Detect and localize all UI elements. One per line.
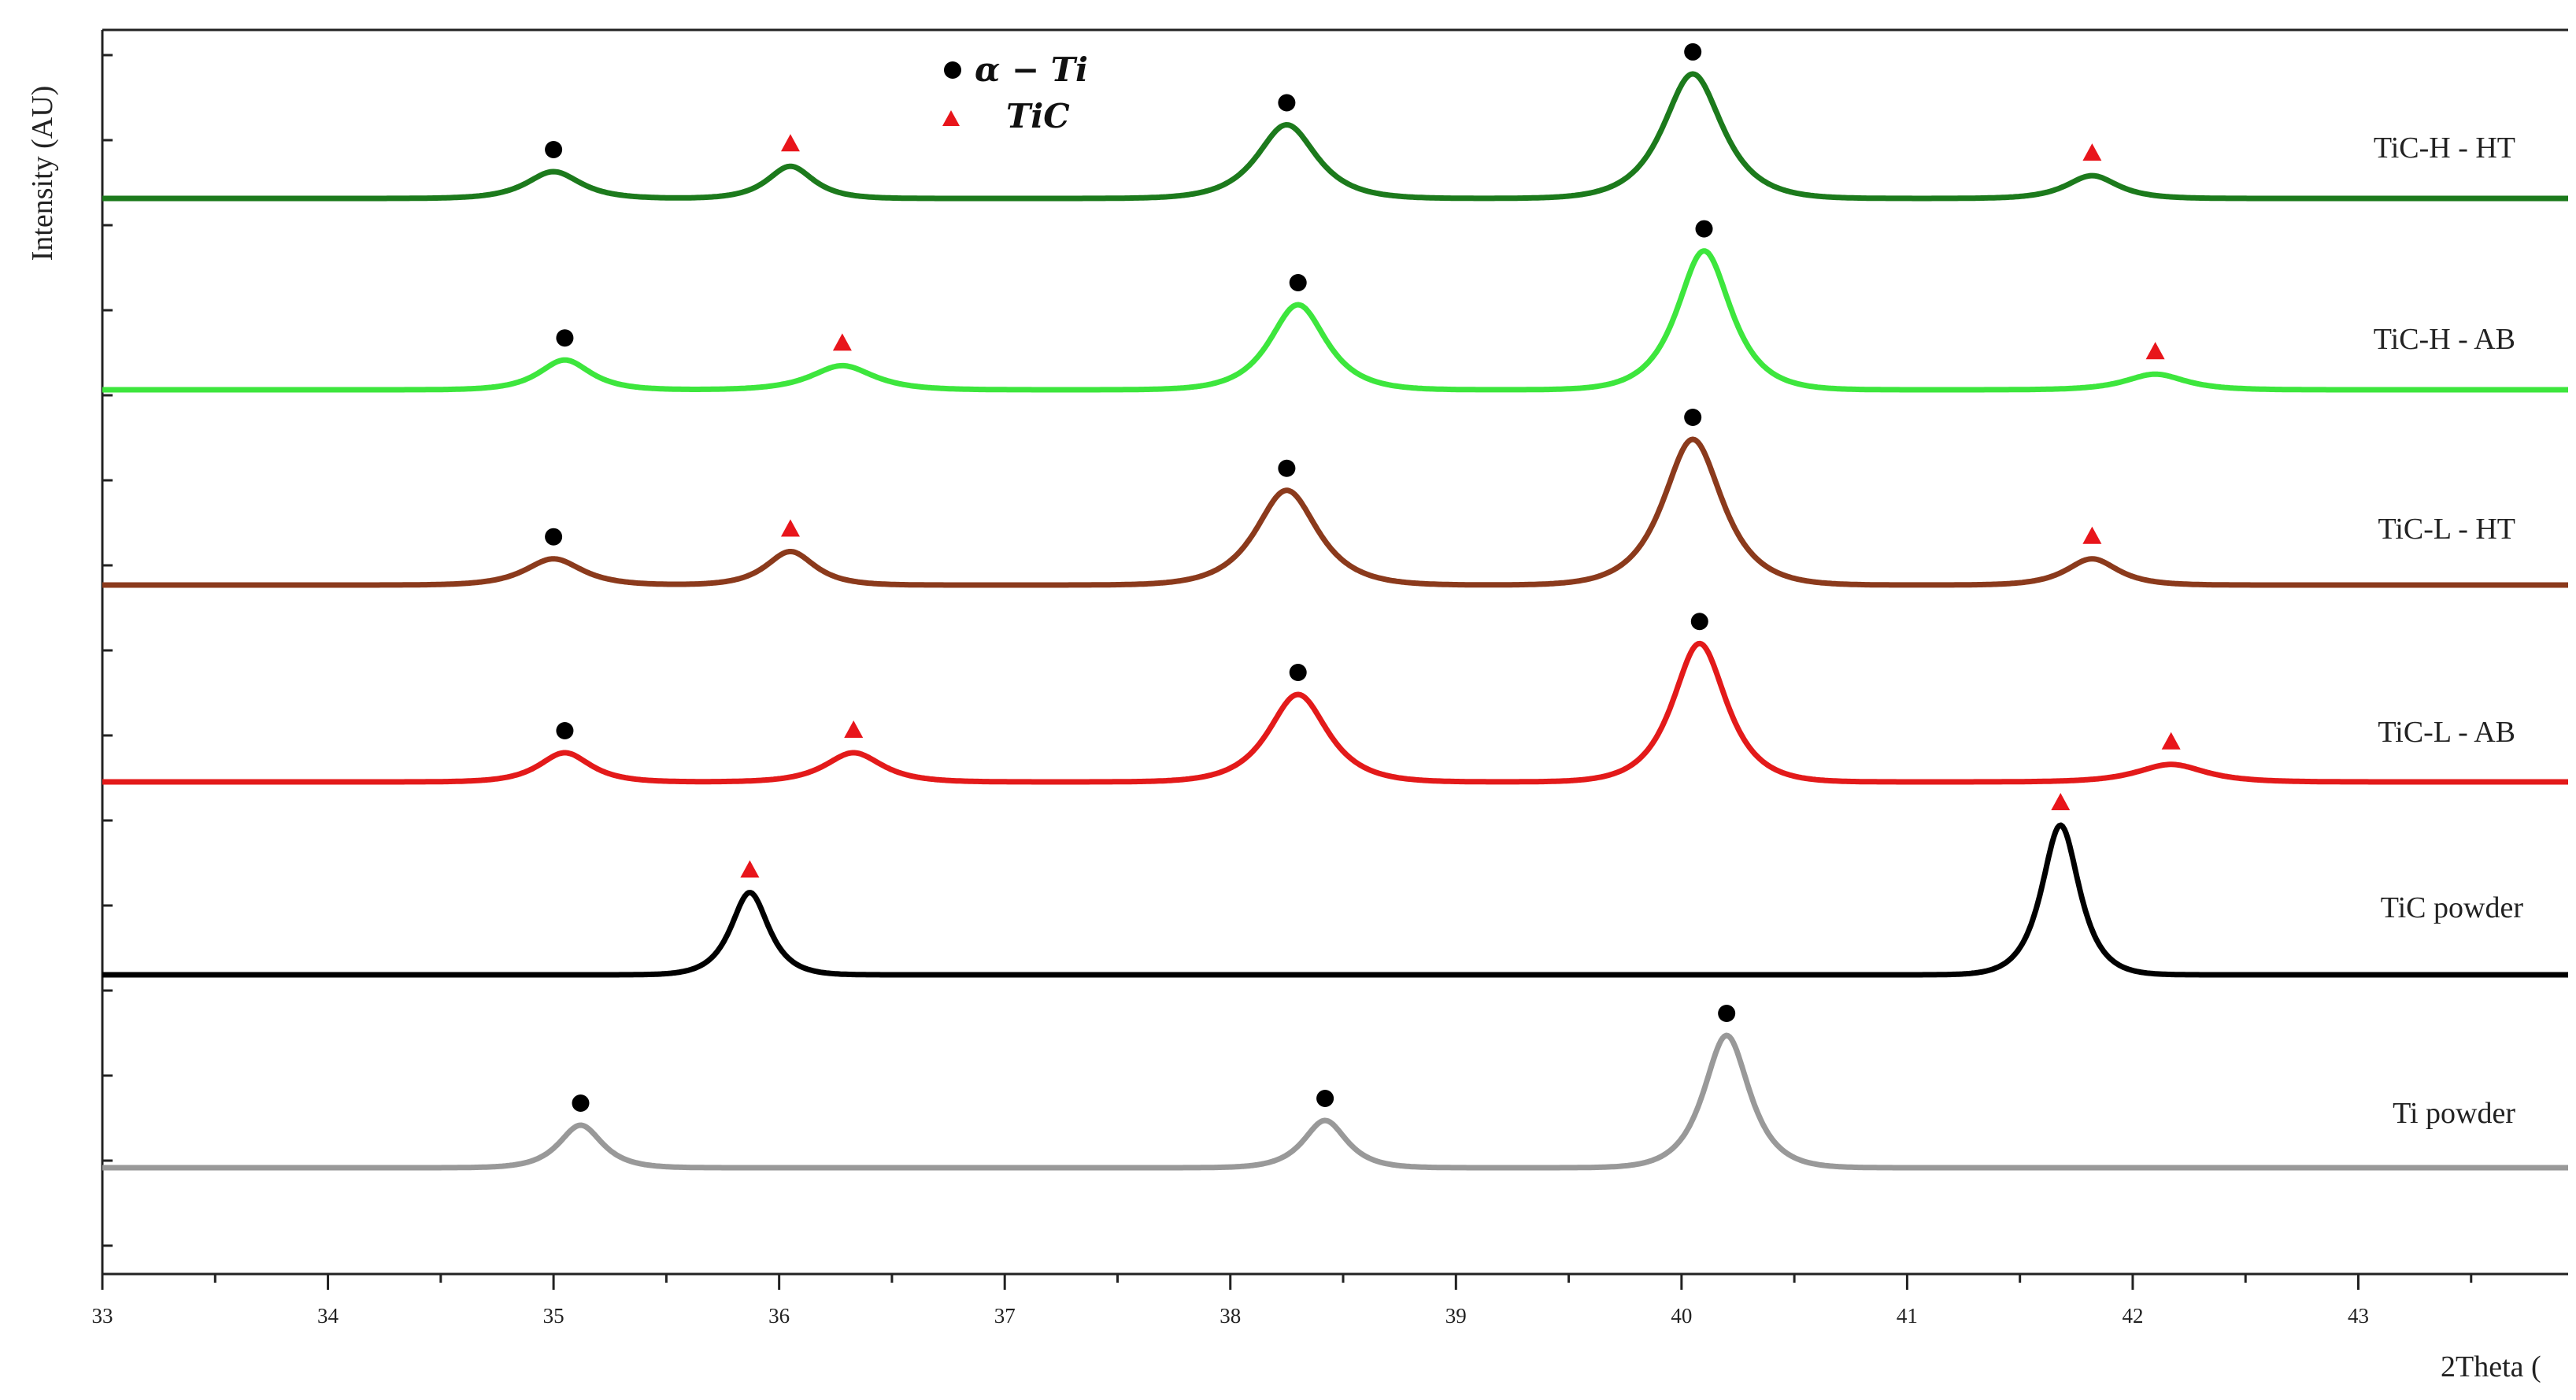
series-line: [101, 822, 2570, 978]
legend-triangle-marker: [942, 110, 960, 126]
series-label: TiC-H - HT: [2374, 131, 2515, 165]
x-axis-title: 2Theta (: [2441, 1350, 2541, 1383]
x-tick-label: 38: [1220, 1304, 1241, 1328]
alpha-ti-marker: [1684, 43, 1702, 61]
alpha-ti-marker: [572, 1094, 590, 1112]
series-line: [101, 1032, 2570, 1171]
legend-label-alpha-ti: α − Ti: [975, 50, 1088, 89]
x-tick-label: 43: [2348, 1304, 2369, 1328]
series-line: [101, 248, 2570, 393]
x-tick-label: 35: [543, 1304, 564, 1328]
tic-marker: [2161, 731, 2181, 750]
legend-circle-marker: [944, 61, 961, 79]
series-line: [101, 436, 2570, 588]
series-label: Ti powder: [2393, 1097, 2515, 1130]
alpha-ti-marker: [1289, 664, 1307, 681]
alpha-ti-marker: [1695, 220, 1713, 238]
tic-marker: [2082, 526, 2102, 544]
alpha-ti-marker: [556, 329, 574, 347]
peak-markers: [545, 43, 2181, 1112]
y-ticks: [102, 54, 113, 1247]
x-tick-label: 39: [1445, 1304, 1467, 1328]
tic-marker: [2145, 342, 2165, 360]
x-ticks: 33 34 35 36 37 38 39 40 41 42 43: [92, 1274, 2473, 1328]
alpha-ti-marker: [1718, 1005, 1736, 1022]
series-line: [101, 640, 2570, 785]
alpha-ti-marker: [1684, 409, 1702, 426]
tic-marker: [780, 134, 800, 152]
series-labels: TiC-H - HT TiC-H - AB TiC-L - HT TiC-L - AB…: [2374, 131, 2524, 1130]
tic-marker: [832, 333, 852, 351]
alpha-ti-marker: [1690, 613, 1708, 631]
alpha-ti-marker: [1289, 274, 1307, 291]
tic-marker: [780, 519, 800, 537]
series-label: TiC-L - AB: [2378, 716, 2515, 749]
series-label: TiC powder: [2381, 891, 2524, 924]
legend-label-tic: TiC: [1006, 97, 1070, 135]
alpha-ti-marker: [545, 528, 563, 546]
alpha-ti-marker: [1278, 459, 1296, 477]
legend: α − Ti TiC: [942, 50, 1088, 135]
alpha-ti-marker: [1278, 94, 1296, 112]
series-line: [101, 71, 2570, 202]
series-label: TiC-L - HT: [2378, 513, 2515, 546]
x-tick-label: 33: [92, 1304, 113, 1328]
alpha-ti-marker: [545, 140, 563, 158]
tic-marker: [2051, 793, 2071, 810]
series-label: TiC-H - AB: [2374, 323, 2515, 356]
x-tick-label: 34: [317, 1304, 339, 1328]
x-tick-label: 36: [768, 1304, 790, 1328]
x-tick-label: 40: [1671, 1304, 1692, 1328]
tic-marker: [2082, 143, 2102, 161]
axes: [101, 28, 2568, 1276]
y-axis-title: Intensity (AU): [26, 86, 59, 261]
x-tick-label: 41: [1897, 1304, 1918, 1328]
alpha-ti-marker: [1316, 1090, 1334, 1107]
x-tick-label: 37: [994, 1304, 1016, 1328]
tic-marker: [740, 860, 760, 878]
alpha-ti-marker: [556, 721, 574, 739]
x-tick-label: 42: [2122, 1304, 2143, 1328]
tic-marker: [844, 720, 864, 738]
curves: [101, 71, 2570, 1171]
